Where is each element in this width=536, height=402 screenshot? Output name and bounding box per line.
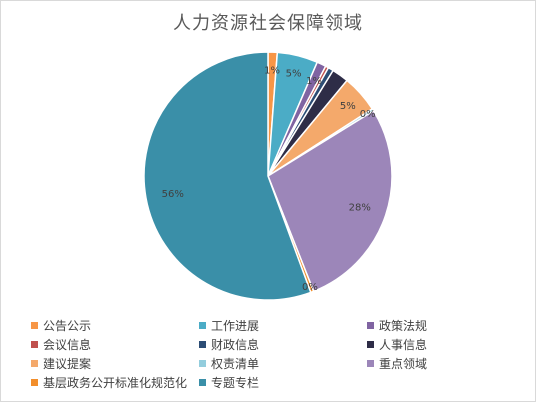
- pie-data-label-10: 0%: [302, 282, 318, 293]
- chart-title: 人力资源社会保障领域: [173, 13, 363, 34]
- legend-label: 权责清单: [211, 356, 260, 371]
- legend-label: 公告公示: [43, 318, 92, 333]
- legend-label: 会议信息: [43, 337, 92, 352]
- legend-item-1: 公告公示: [31, 317, 199, 333]
- legend-label: 财政信息: [211, 337, 260, 352]
- legend-swatch: [31, 340, 38, 348]
- legend-item-11: 专题专栏: [199, 374, 367, 390]
- pie-data-label-7: 5%: [340, 101, 356, 112]
- legend-swatch: [199, 340, 206, 348]
- legend-label: 基层政务公开标准化规范化: [43, 375, 188, 390]
- pie-data-label-1: 1%: [264, 65, 280, 76]
- legend-item-7: 建议提案: [31, 355, 199, 371]
- legend-swatch: [199, 321, 206, 329]
- legend-label: 专题专栏: [211, 375, 260, 390]
- legend-item-4: 会议信息: [31, 336, 199, 352]
- legend-item-10: 基层政务公开标准化规范化: [31, 374, 199, 390]
- legend-item-5: 财政信息: [199, 336, 367, 352]
- legend-label: 重点领域: [379, 356, 428, 371]
- pie-chart: 1% 5% 1% 5% 0% 28% 0% 56%: [143, 51, 393, 301]
- legend-label: 工作进展: [211, 318, 260, 333]
- pie-slice-9: [267, 109, 393, 293]
- legend-swatch: [199, 378, 206, 386]
- legend-item-8: 权责清单: [199, 355, 367, 371]
- chart-legend: 公告公示 工作进展 政策法规会议信息 财政信息 人事信息建议提案 权责清单 重点领域基层政务…: [31, 317, 531, 390]
- pie-data-label-11: 56%: [162, 189, 184, 200]
- legend-item-3: 政策法规: [367, 317, 531, 333]
- pie-data-label-2: 5%: [286, 68, 302, 79]
- legend-item-9: 重点领域: [367, 355, 531, 371]
- legend-swatch: [367, 359, 374, 367]
- legend-swatch: [31, 321, 38, 329]
- legend-swatch: [31, 378, 38, 386]
- legend-swatch: [199, 359, 206, 367]
- pie-slice-11: [143, 51, 312, 301]
- legend-item-6: 人事信息: [367, 336, 531, 352]
- legend-label: 人事信息: [379, 337, 428, 352]
- pie-data-label-9: 28%: [349, 202, 371, 213]
- legend-label: 政策法规: [379, 318, 428, 333]
- pie-data-label-8: 0%: [360, 109, 376, 120]
- legend-label: 建议提案: [43, 356, 92, 371]
- legend-swatch: [367, 340, 374, 348]
- pie-data-label-3: 1%: [306, 76, 322, 87]
- legend-swatch: [367, 321, 374, 329]
- legend-swatch: [31, 359, 38, 367]
- legend-item-2: 工作进展: [199, 317, 367, 333]
